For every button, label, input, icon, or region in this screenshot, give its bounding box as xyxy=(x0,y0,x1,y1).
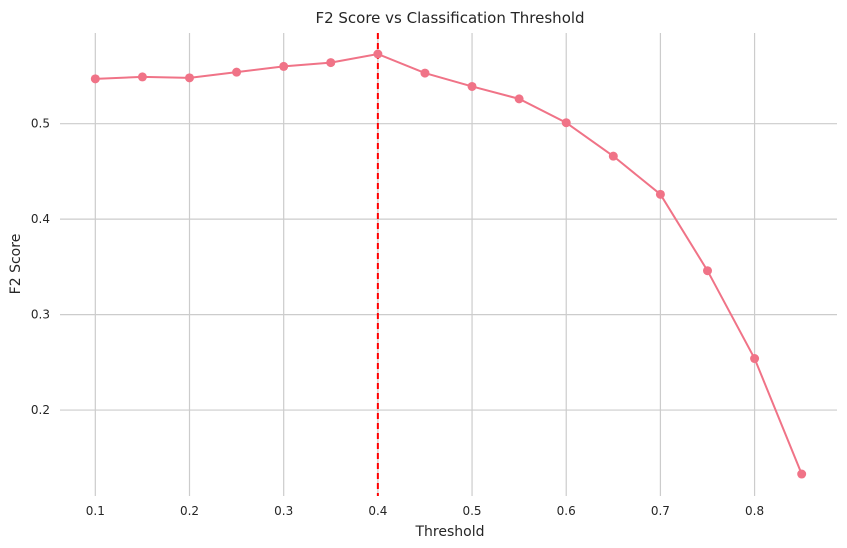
x-tick-label: 0.7 xyxy=(651,504,670,518)
y-tick-label: 0.5 xyxy=(31,117,50,131)
data-point xyxy=(467,81,477,91)
x-tick-label: 0.2 xyxy=(180,504,199,518)
grid xyxy=(60,33,837,496)
x-tick-label: 0.4 xyxy=(368,504,387,518)
data-point xyxy=(137,72,147,82)
data-point xyxy=(514,94,524,104)
data-point xyxy=(561,118,571,128)
x-tick-label: 0.5 xyxy=(462,504,481,518)
data-point xyxy=(185,73,194,83)
x-tick-label: 0.8 xyxy=(745,504,764,518)
data-point xyxy=(279,61,289,71)
y-axis-label: F2 Score xyxy=(8,234,24,295)
y-tick-label: 0.4 xyxy=(31,212,50,226)
tick-labels: 0.1 0.2 0.3 0.4 0.5 0.6 0.7 0.8 0.2 0.3 0.4 0.5 xyxy=(31,117,764,518)
data-point xyxy=(232,67,242,77)
data-point xyxy=(420,68,430,78)
data-point xyxy=(797,469,807,479)
chart-title: F2 Score vs Classification Threshold xyxy=(315,9,584,27)
data-point xyxy=(373,49,383,59)
x-tick-label: 0.3 xyxy=(274,504,293,518)
series-line xyxy=(95,52,803,475)
series-group xyxy=(90,49,807,479)
y-tick-label: 0.3 xyxy=(31,308,50,322)
data-point xyxy=(655,189,665,199)
y-tick-label: 0.2 xyxy=(31,403,50,417)
x-tick-label: 0.1 xyxy=(86,504,105,518)
data-point xyxy=(608,151,618,161)
x-tick-label: 0.6 xyxy=(557,504,576,518)
data-point xyxy=(326,58,336,68)
data-point xyxy=(703,266,712,276)
data-point xyxy=(90,74,100,84)
x-axis-label: Threshold xyxy=(415,524,485,540)
data-point xyxy=(750,354,760,364)
